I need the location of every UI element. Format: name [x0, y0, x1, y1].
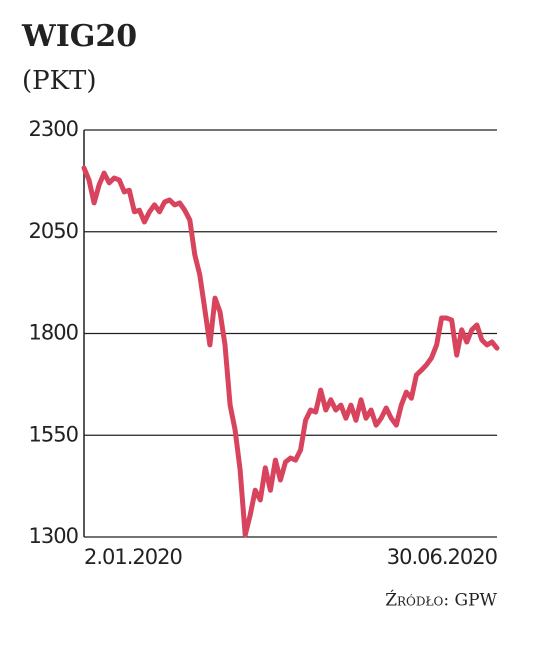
chart-subtitle: (PKT) — [22, 66, 97, 96]
x-tick-label: 2.01.2020 — [84, 545, 182, 569]
y-tick-label: 2050 — [29, 219, 78, 243]
source: Źródło: GPW — [385, 590, 497, 611]
y-tick-label: 1800 — [29, 321, 78, 345]
y-tick-label: 1300 — [29, 524, 78, 548]
chart-title: WIG20 — [21, 19, 137, 54]
x-tick-label: 30.06.2020 — [387, 545, 497, 569]
y-tick-label: 2300 — [29, 117, 78, 141]
y-tick-label: 1550 — [29, 422, 78, 446]
data-line — [81, 165, 500, 538]
